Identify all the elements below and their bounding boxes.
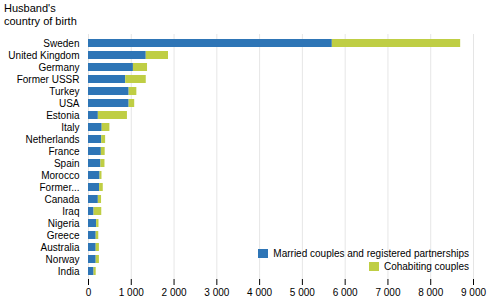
svg-text:United Kingdom: United Kingdom [8,50,79,61]
svg-text:7 000: 7 000 [375,287,400,298]
svg-text:Turkey: Turkey [49,86,79,97]
html-text:Married couples and registered: Married couples and registered partnersh… [273,248,469,259]
svg-text:Germany: Germany [38,62,79,73]
svg-text:0: 0 [86,287,92,298]
svg-text:Netherlands: Netherlands [26,134,80,145]
svg-text:Estonia: Estonia [46,110,80,121]
svg-text:Canada: Canada [44,194,79,205]
svg-text:8 000: 8 000 [418,287,443,298]
svg-text:1 000: 1 000 [119,287,144,298]
svg-text:Nigeria: Nigeria [48,218,80,229]
svg-text:Greece: Greece [47,230,80,241]
svg-text:USA: USA [59,98,80,109]
svg-text:Morocco: Morocco [41,170,80,181]
html-text:Cohabiting couples: Cohabiting couples [383,261,469,272]
svg-text:Italy: Italy [61,122,79,133]
svg-text:6 000: 6 000 [333,287,358,298]
svg-text:Former USSR: Former USSR [17,74,80,85]
svg-text:Former...: Former... [39,182,79,193]
svg-text:Sweden: Sweden [43,38,79,49]
html-text:Husband's country of birth: Husband's country of birth [4,2,77,27]
svg-text:2 000: 2 000 [162,287,187,298]
svg-text:France: France [48,146,80,157]
svg-text:Spain: Spain [54,158,80,169]
svg-text:3 000: 3 000 [204,287,229,298]
svg-text:4 000: 4 000 [247,287,272,298]
svg-text:5 000: 5 000 [290,287,315,298]
svg-text:Australia: Australia [41,242,80,253]
svg-text:India: India [58,266,80,277]
svg-text:Norway: Norway [46,254,80,265]
svg-text:9 000: 9 000 [461,287,486,298]
svg-text:Iraq: Iraq [62,206,79,217]
